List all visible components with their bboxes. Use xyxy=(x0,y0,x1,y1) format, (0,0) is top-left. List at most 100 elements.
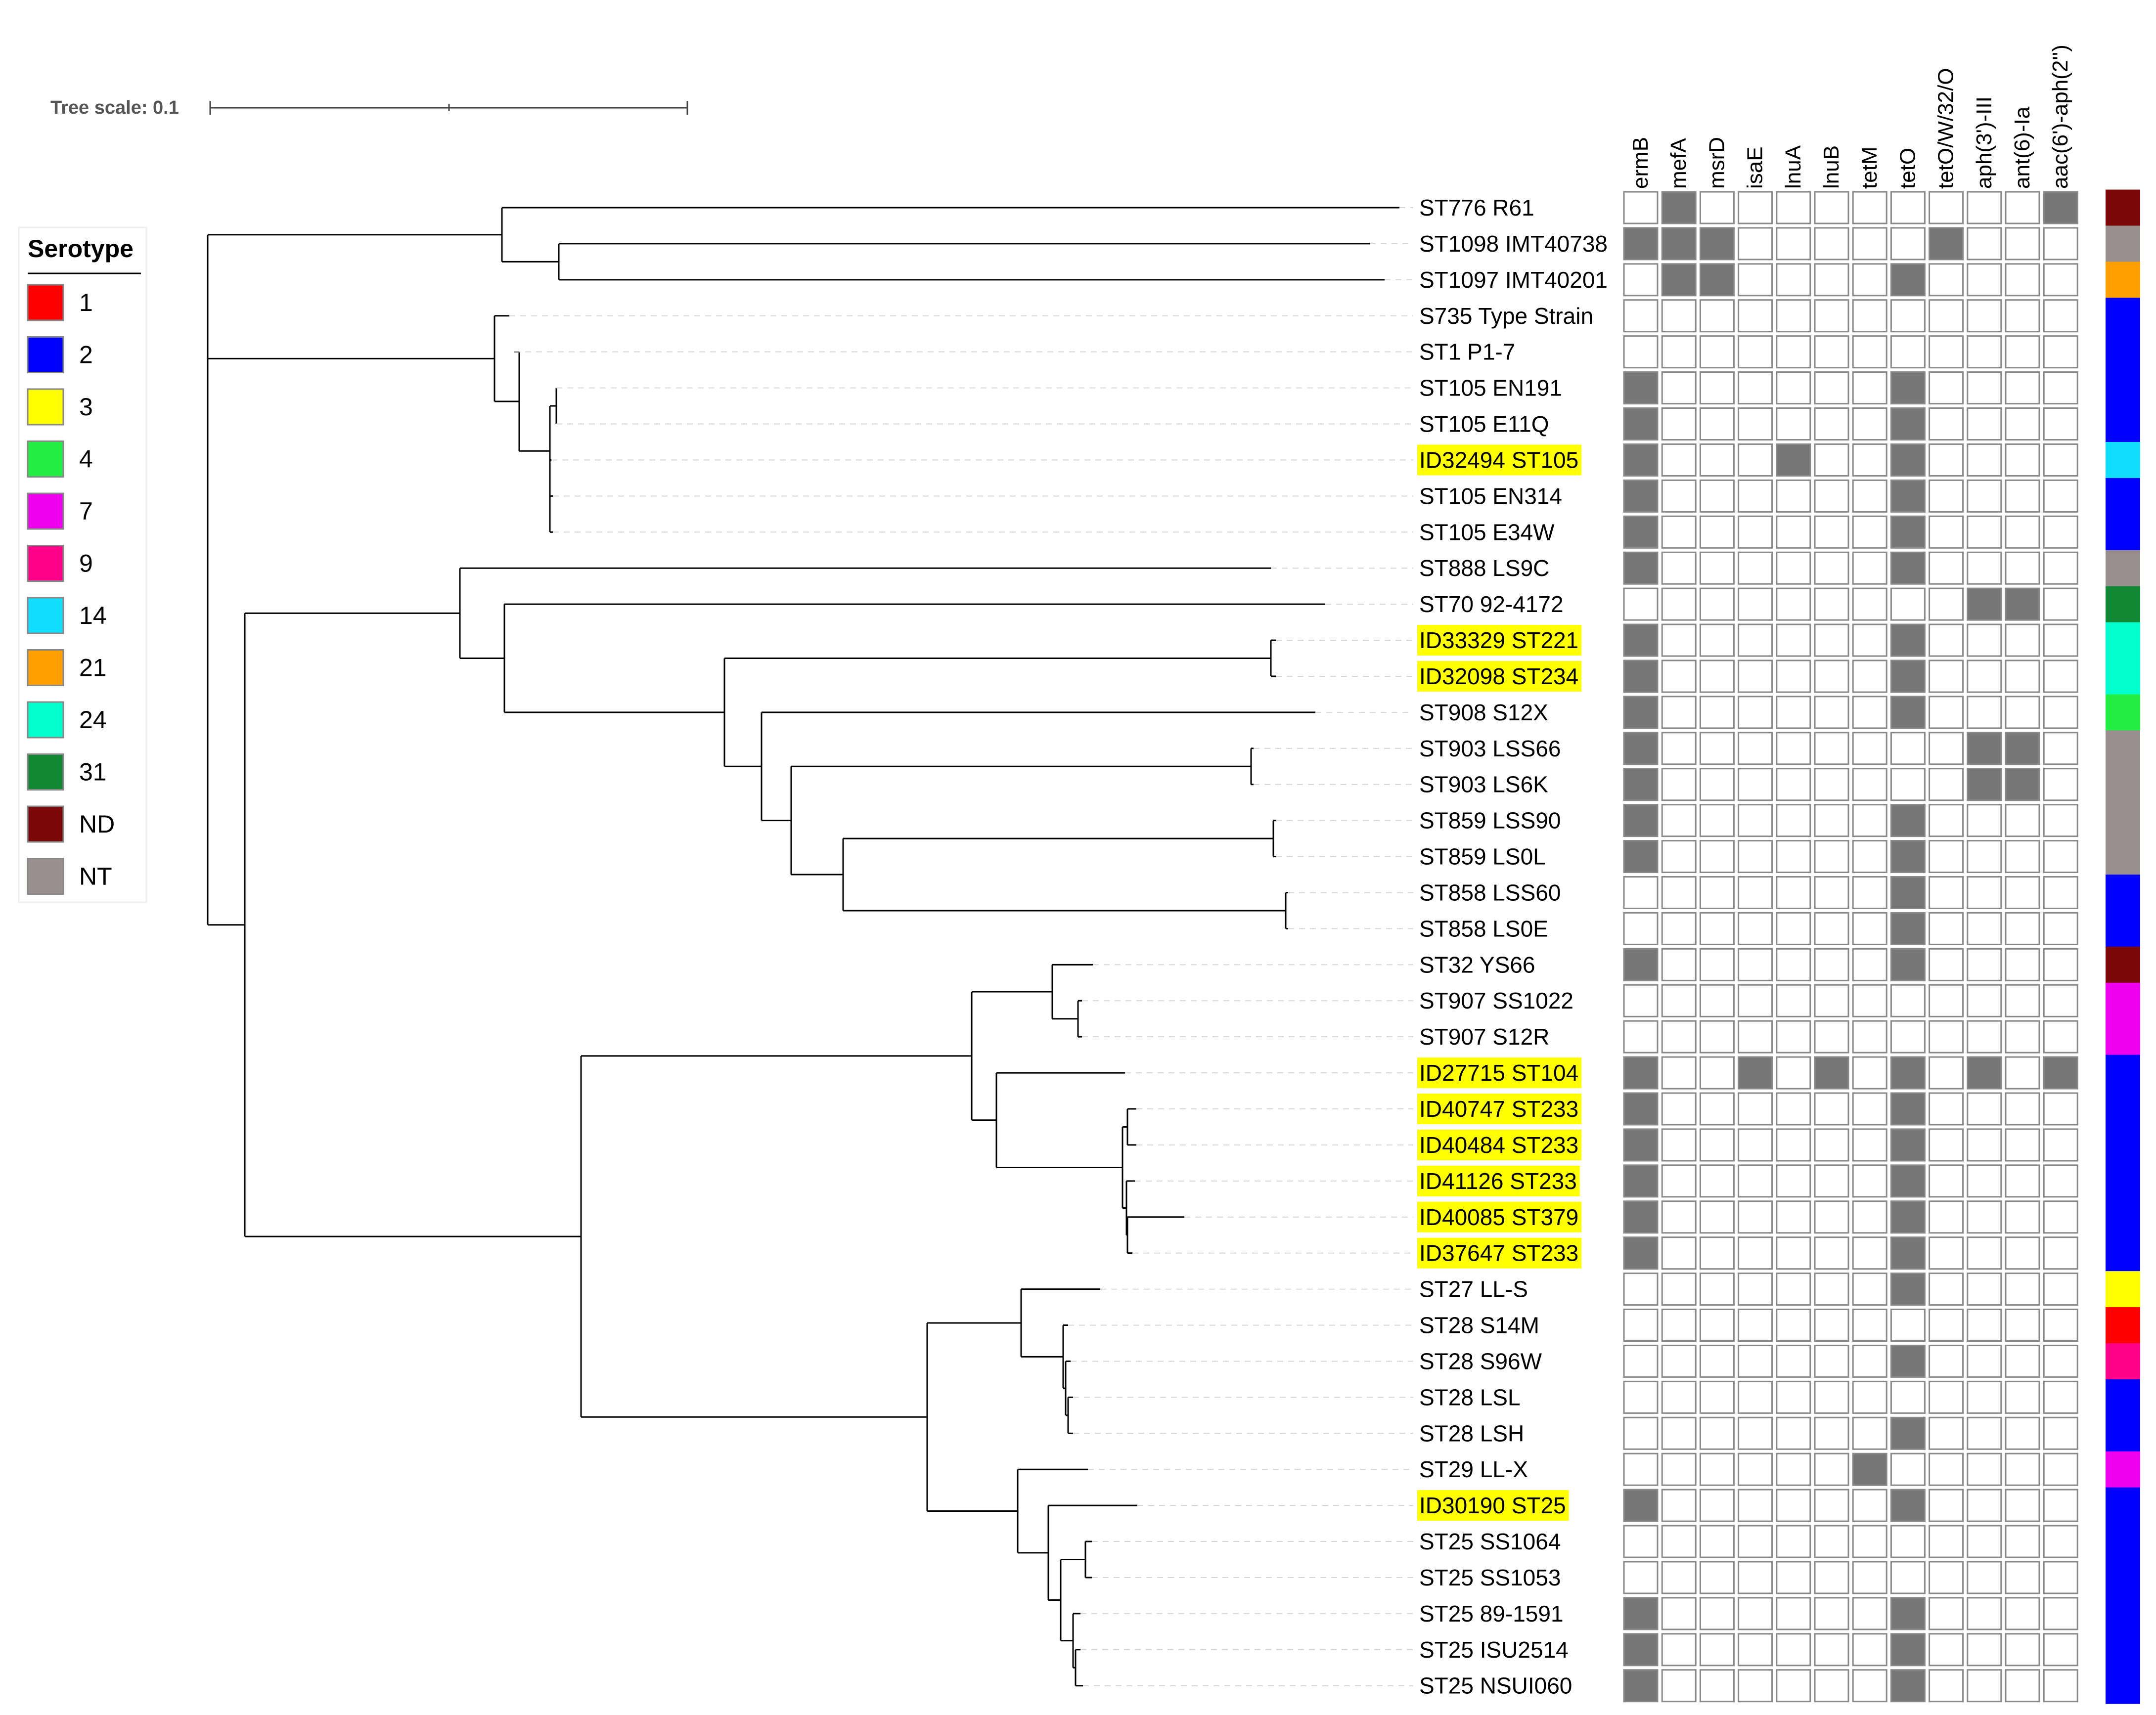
gene-cell xyxy=(1699,1525,1735,1558)
gene-cell xyxy=(1890,371,1926,405)
serotype-cell xyxy=(2106,298,2140,334)
gene-cell xyxy=(1967,1597,2002,1630)
gene-cell xyxy=(1814,984,1849,1017)
gene-cell xyxy=(1929,1309,1964,1342)
legend-swatch xyxy=(27,545,64,582)
gene-cell xyxy=(1776,804,1811,837)
gene-cell xyxy=(1699,1309,1735,1342)
legend-item: 9 xyxy=(27,545,93,582)
gene-cell xyxy=(1776,1380,1811,1414)
gene-cell xyxy=(1890,1561,1926,1594)
taxon-label: ST28 LSH xyxy=(1419,1420,1524,1446)
taxon: ST903 LSS66 xyxy=(1419,736,1561,761)
gene-cell xyxy=(1814,1236,1849,1270)
serotype-cell xyxy=(2106,1018,2140,1055)
gene-cell xyxy=(2043,1633,2078,1667)
taxon: ST907 SS1022 xyxy=(1419,988,1573,1013)
gene-cell xyxy=(1623,587,1659,621)
gene-cell xyxy=(1776,623,1811,657)
gene-cell xyxy=(1890,1380,1926,1414)
gene-cell xyxy=(1967,912,2002,945)
gene-cell xyxy=(1699,1633,1735,1667)
gene-cell xyxy=(1738,1452,1773,1486)
gene-cell xyxy=(1967,587,2002,621)
gene-cell xyxy=(1890,299,1926,333)
gene-cell xyxy=(1852,551,1887,585)
legend-label: 4 xyxy=(79,445,93,473)
gene-cell xyxy=(1661,263,1697,297)
legend-item: 31 xyxy=(27,753,107,791)
gene-cell xyxy=(1776,587,1811,621)
gene-cell xyxy=(1776,1561,1811,1594)
gene-cell xyxy=(1967,479,2002,513)
gene-cell xyxy=(1890,1344,1926,1378)
gene-cell xyxy=(1814,1020,1849,1054)
gene-cell xyxy=(2005,191,2040,224)
gene-cell xyxy=(2005,1309,2040,1342)
gene-cell xyxy=(1661,840,1697,874)
gene-cell xyxy=(1699,191,1735,224)
gene-cell xyxy=(1738,1164,1773,1198)
serotype-cell xyxy=(2106,1343,2140,1380)
gene-cell xyxy=(2005,335,2040,369)
gene-cell xyxy=(2005,227,2040,261)
gene-cell xyxy=(1738,1416,1773,1450)
gene-cell xyxy=(1776,840,1811,874)
gene-cell xyxy=(1890,1200,1926,1234)
gene-cell xyxy=(2005,768,2040,801)
gene-cell xyxy=(2005,1380,2040,1414)
gene-cell xyxy=(1661,1489,1697,1522)
gene-cell xyxy=(1738,1669,1773,1703)
gene-cell xyxy=(1852,984,1887,1017)
gene-cell xyxy=(1929,299,1964,333)
taxon: ST105 E11Q xyxy=(1419,411,1549,437)
taxon: ST1 P1-7 xyxy=(1419,339,1515,365)
gene-cell xyxy=(1814,732,1849,765)
gene-cell xyxy=(1967,1344,2002,1378)
gene-cell xyxy=(1623,876,1659,909)
serotype-cell xyxy=(2106,1631,2140,1668)
gene-cell xyxy=(1699,551,1735,585)
gene-cell xyxy=(1623,1309,1659,1342)
gene-cell xyxy=(1852,1020,1887,1054)
legend-label: NT xyxy=(79,863,112,890)
taxon: ST858 LS0E xyxy=(1419,916,1548,941)
legend-title: Serotype xyxy=(28,235,134,263)
legend-swatch xyxy=(27,440,64,478)
gene-cell xyxy=(1738,227,1773,261)
gene-cell xyxy=(2043,1489,2078,1522)
gene-cell xyxy=(1699,1452,1735,1486)
gene-cell xyxy=(1738,1489,1773,1522)
gene-cell xyxy=(1967,1056,2002,1090)
gene-cell xyxy=(1852,335,1887,369)
gene-cell xyxy=(2043,984,2078,1017)
gene-cell xyxy=(1738,623,1773,657)
gene-cell xyxy=(1623,551,1659,585)
gene-cell xyxy=(1852,1489,1887,1522)
gene-cell xyxy=(2005,1164,2040,1198)
gene-cell xyxy=(1890,1056,1926,1090)
serotype-cell xyxy=(2106,1091,2140,1127)
gene-cell xyxy=(1738,1056,1773,1090)
taxon-highlight xyxy=(1417,1237,1582,1269)
taxon-highlight xyxy=(1417,1094,1582,1124)
taxon-label: ST32 YS66 xyxy=(1419,952,1535,977)
gene-cell xyxy=(1890,804,1926,837)
gene-cell xyxy=(1699,1561,1735,1594)
legend-swatch xyxy=(27,388,64,426)
gene-cell xyxy=(2005,479,2040,513)
gene-cell xyxy=(2043,1092,2078,1126)
legend-swatch xyxy=(27,649,64,686)
gene-cell xyxy=(1699,371,1735,405)
gene-cell xyxy=(2043,1128,2078,1162)
gene-cell xyxy=(1699,515,1735,549)
serotype-cell xyxy=(2106,910,2140,947)
gene-cell xyxy=(1814,335,1849,369)
gene-cell xyxy=(1929,696,1964,729)
gene-cell xyxy=(1738,948,1773,981)
gene-cell xyxy=(1661,587,1697,621)
gene-cell xyxy=(1699,1344,1735,1378)
gene-cell xyxy=(1890,1597,1926,1630)
gene-cell xyxy=(1738,371,1773,405)
gene-cell xyxy=(1661,984,1697,1017)
